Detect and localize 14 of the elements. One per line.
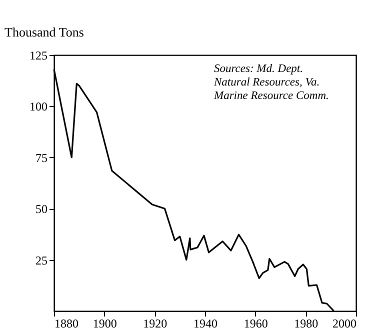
annotation: Sources: Md. Dept. Natural Resources, Va. Marine Resource Comm. <box>213 63 329 102</box>
x-tick-label: 1900 <box>92 316 117 330</box>
y-tick-label: 50 <box>36 202 48 216</box>
x-tick-label: 1980 <box>294 316 318 330</box>
x-tick-label: 1920 <box>143 316 168 330</box>
y-tick-label: 75 <box>36 150 48 165</box>
x-tick-label: 1880 <box>54 316 78 330</box>
y-tick-label: 125 <box>30 48 48 62</box>
x-tick-label: 2000 <box>332 316 356 330</box>
y-tick-label: 100 <box>30 100 48 114</box>
x-tick-label: 1960 <box>244 316 268 330</box>
x-tick-label: 1940 <box>194 316 218 330</box>
y-tick-label: 25 <box>36 253 48 268</box>
y-axis-title: Thousand Tons <box>4 24 84 40</box>
